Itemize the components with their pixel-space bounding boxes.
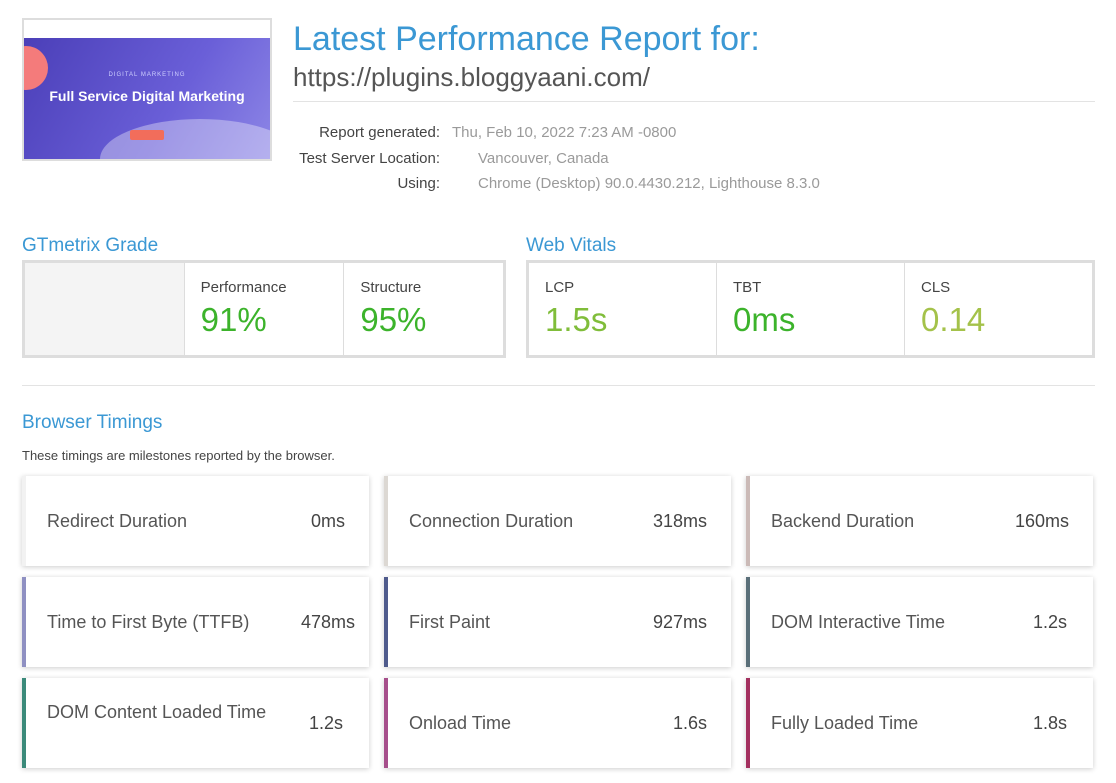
- timing-value: 478ms: [300, 612, 355, 632]
- thumbnail-kicker: DIGITAL MARKETING: [108, 72, 186, 78]
- vitals-box: LCP 1.5s TBT 0ms CLS 0.14: [526, 260, 1095, 358]
- timing-card: Backend Duration 160ms: [746, 476, 1093, 566]
- timing-label: Onload Time: [409, 713, 512, 733]
- info-label: Test Server Location:: [299, 149, 440, 167]
- metric-value: 95%: [360, 301, 427, 338]
- metric-label: Performance: [200, 279, 287, 296]
- metric-value: 91%: [200, 301, 267, 338]
- timing-card: Onload Time 1.6s: [384, 678, 731, 768]
- timing-card: Fully Loaded Time 1.8s: [746, 678, 1093, 768]
- info-label: Using:: [397, 175, 440, 192]
- timing-card: DOM Interactive Time 1.2s: [746, 577, 1093, 667]
- metric: Structure 95%: [343, 263, 504, 355]
- metric: TBT 0ms: [716, 263, 904, 355]
- timing-card: Redirect Duration 0ms: [22, 476, 369, 566]
- timing-value: 318ms: [652, 511, 707, 531]
- metric-label: LCP: [545, 279, 575, 296]
- info-value: Thu, Feb 10, 2022 7:23 AM -0800: [452, 124, 677, 141]
- metric: LCP 1.5s: [529, 263, 716, 355]
- divider: [293, 101, 1095, 102]
- grade-box: Performance 91% Structure 95%: [22, 260, 506, 358]
- timing-card: DOM Content Loaded Time 1.2s: [22, 678, 369, 768]
- timing-value: 1.2s: [1032, 612, 1067, 632]
- timing-value: 160ms: [1014, 511, 1069, 531]
- timing-value: 0ms: [310, 511, 345, 531]
- timing-label: Connection Duration: [409, 511, 574, 531]
- metric-label: CLS: [921, 279, 951, 296]
- thumbnail-button: [130, 130, 164, 140]
- metric-value: 1.5s: [545, 301, 608, 338]
- section-title: Browser Timings: [22, 412, 163, 433]
- decoration: [24, 46, 48, 90]
- grade-badge: [25, 263, 184, 355]
- metric: Performance 91%: [183, 263, 344, 355]
- timing-label: DOM Content Loaded Time: [47, 702, 267, 722]
- metric-value: 0ms: [733, 301, 796, 338]
- timing-value: 927ms: [652, 612, 707, 632]
- metric: CLS 0.14: [904, 263, 1092, 355]
- timing-label: Redirect Duration: [47, 511, 188, 531]
- timing-value: 1.2s: [308, 713, 343, 733]
- timing-label: First Paint: [409, 612, 491, 632]
- info-label: Report generated:: [319, 124, 440, 141]
- divider: [22, 385, 1095, 386]
- timing-value: 1.6s: [672, 713, 707, 733]
- thumbnail-hero: DIGITAL MARKETING Full Service Digital M…: [24, 38, 270, 159]
- section-title: Web Vitals: [526, 235, 617, 256]
- report-url[interactable]: https://plugins.bloggyaani.com/: [293, 62, 650, 92]
- timing-label: Fully Loaded Time: [771, 713, 919, 733]
- info-value: Vancouver, Canada: [478, 149, 609, 167]
- site-thumbnail[interactable]: DIGITAL MARKETING Full Service Digital M…: [22, 18, 272, 161]
- metric-label: Structure: [360, 279, 422, 296]
- section-title: GTmetrix Grade: [22, 235, 159, 256]
- timing-label: Time to First Byte (TTFB): [47, 612, 250, 632]
- timing-value: 1.8s: [1032, 713, 1067, 733]
- timing-card: Time to First Byte (TTFB) 478ms: [22, 577, 369, 667]
- timing-label: DOM Interactive Time: [771, 612, 946, 632]
- timing-card: Connection Duration 318ms: [384, 476, 731, 566]
- report-title: Latest Performance Report for:: [293, 20, 760, 58]
- section-description: These timings are milestones reported by…: [22, 448, 335, 463]
- thumbnail-headline: Full Service Digital Marketing: [49, 88, 245, 104]
- metric-value: 0.14: [921, 301, 986, 338]
- info-value: Chrome (Desktop) 90.0.4430.212, Lighthou…: [478, 175, 820, 192]
- timing-label: Backend Duration: [771, 511, 915, 531]
- metric-label: TBT: [733, 279, 762, 296]
- timing-card: First Paint 927ms: [384, 577, 731, 667]
